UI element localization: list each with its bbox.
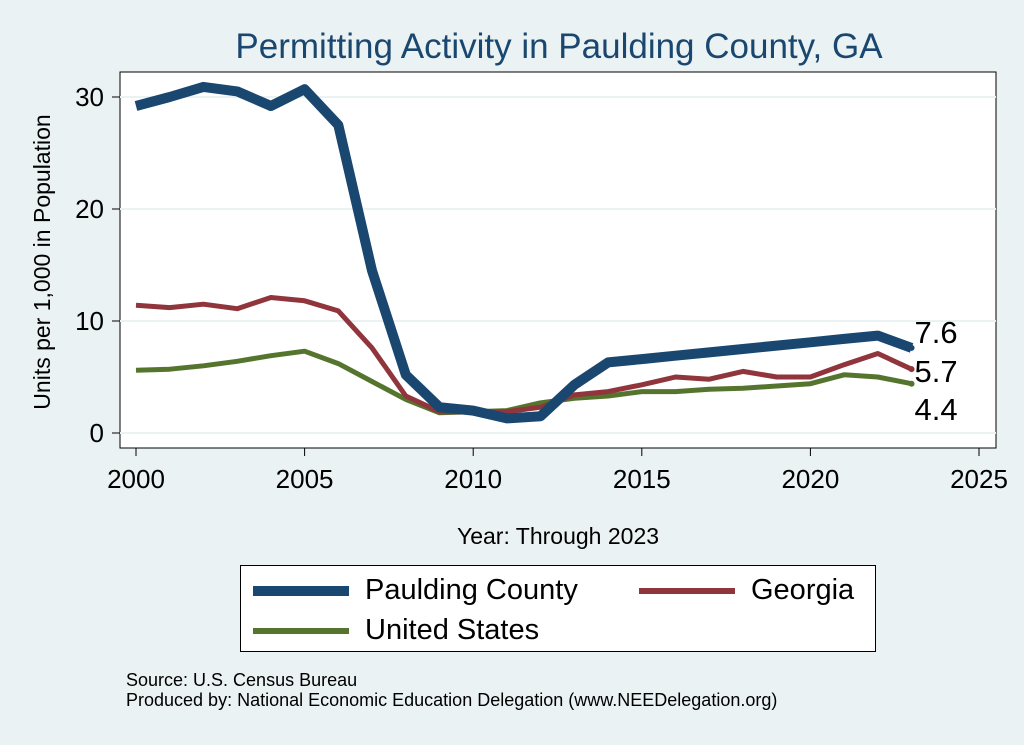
series-line-united-states: [135, 348, 913, 416]
end-label-paulding-county: 7.6: [915, 315, 958, 350]
x-tick-label-2010: 2010: [444, 464, 502, 494]
end-point-georgia: [908, 366, 915, 373]
end-point-united-states: [908, 380, 915, 387]
y-tick-label-20: 20: [75, 194, 104, 224]
source-line: Source: U.S. Census Bureau: [126, 670, 358, 690]
legend-swatch-paulding: [253, 585, 349, 596]
legend-swatch-united-states: [253, 627, 349, 634]
x-tick-label-2000: 2000: [107, 464, 165, 494]
source-note: Source: U.S. Census Bureau Produced by: …: [126, 670, 777, 710]
x-tick-label-2015: 2015: [613, 464, 671, 494]
y-tick-label-10: 10: [75, 306, 104, 336]
x-tick-label-2025: 2025: [950, 464, 1008, 494]
legend-item-paulding: Paulding County: [253, 574, 578, 607]
produced-by-line: Produced by: National Economic Education…: [126, 690, 778, 710]
x-tick-label-2020: 2020: [781, 464, 839, 494]
y-tick-label-30: 30: [75, 82, 104, 112]
legend-item-united-states: United States: [253, 614, 539, 647]
end-point-paulding-county: [908, 344, 915, 351]
legend-label-paulding: Paulding County: [365, 574, 578, 606]
series-line-paulding-county: [134, 81, 914, 424]
legend-label-united-states: United States: [365, 614, 540, 646]
y-axis-label: Units per 1,000 in Population: [29, 114, 55, 409]
end-label-georgia: 5.7: [915, 354, 958, 389]
legend-label-georgia: Georgia: [751, 574, 855, 606]
end-label-united-states: 4.4: [915, 392, 958, 427]
y-tick-label-0: 0: [90, 418, 104, 448]
series-line-georgia: [135, 295, 913, 415]
legend: Paulding County Georgia United States: [240, 565, 876, 652]
legend-item-georgia: Georgia: [639, 574, 854, 607]
x-tick-label-2005: 2005: [276, 464, 334, 494]
plot-area: [119, 71, 997, 449]
chart-title: Permitting Activity in Paulding County, …: [235, 27, 883, 66]
legend-swatch-georgia: [639, 587, 735, 594]
x-axis-label: Year: Through 2023: [457, 523, 659, 549]
